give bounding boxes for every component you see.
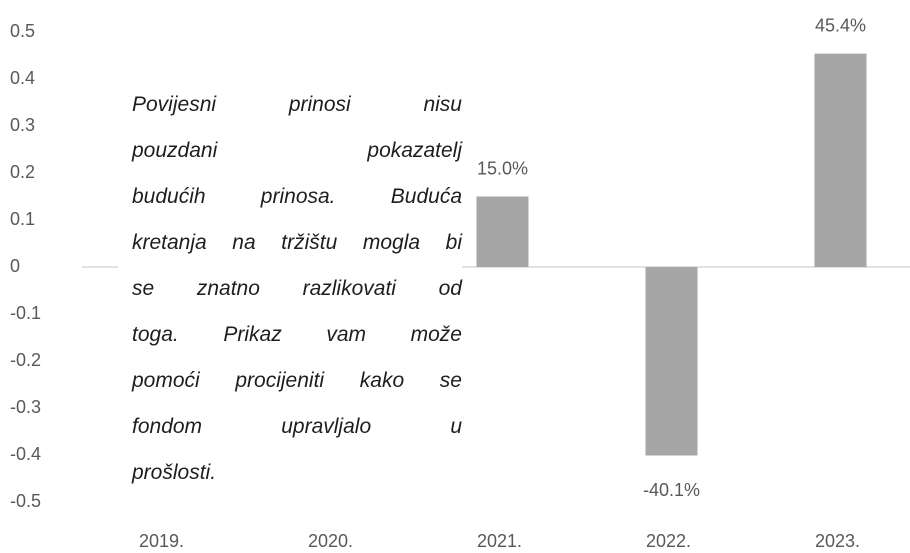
x-tick-label: 2019.	[139, 531, 184, 551]
bar	[814, 53, 867, 268]
x-tick-label: 2022.	[646, 531, 691, 551]
data-label: -40.1%	[643, 480, 700, 500]
y-tick-label: -0.5	[10, 491, 41, 511]
y-tick-label: -0.4	[10, 444, 41, 464]
y-tick-label: 0	[10, 256, 20, 276]
annotation-line: se znatno razlikovati od	[132, 277, 462, 300]
x-tick-label: 2021.	[477, 531, 522, 551]
data-label: 15.0%	[477, 158, 528, 178]
annotation-line: pouzdani pokazatelj	[132, 139, 462, 162]
y-tick-label: 0.3	[10, 115, 35, 135]
y-tick-label: 0.5	[10, 21, 35, 41]
data-label: 45.4%	[815, 15, 866, 35]
annotation-line: Povijesni prinosi nisu	[132, 93, 462, 116]
y-tick-label: -0.1	[10, 303, 41, 323]
y-tick-label: 0.1	[10, 209, 35, 229]
y-tick-label: -0.3	[10, 397, 41, 417]
annotation-line: fondom upravljalo u	[132, 415, 462, 438]
annotation-line: prošlosti.	[132, 461, 217, 484]
annotation: Povijesni prinosi nisu pouzdani pokazatel…	[118, 82, 462, 496]
x-tick-label: 2020.	[308, 531, 353, 551]
bar	[645, 267, 698, 456]
annotation-line: kretanja na tržištu mogla bi	[132, 231, 462, 254]
annotation-line: budućih prinosa. Buduća	[132, 185, 462, 208]
y-tick-label: 0.2	[10, 162, 35, 182]
annotation-line: toga. Prikaz vam može	[132, 323, 462, 346]
x-tick-label: 2023.	[815, 531, 860, 551]
y-tick-label: -0.2	[10, 350, 41, 370]
bar	[476, 196, 529, 267]
annotation-line: pomoći procijeniti kako se	[132, 369, 462, 392]
y-tick-label: 0.4	[10, 68, 35, 88]
